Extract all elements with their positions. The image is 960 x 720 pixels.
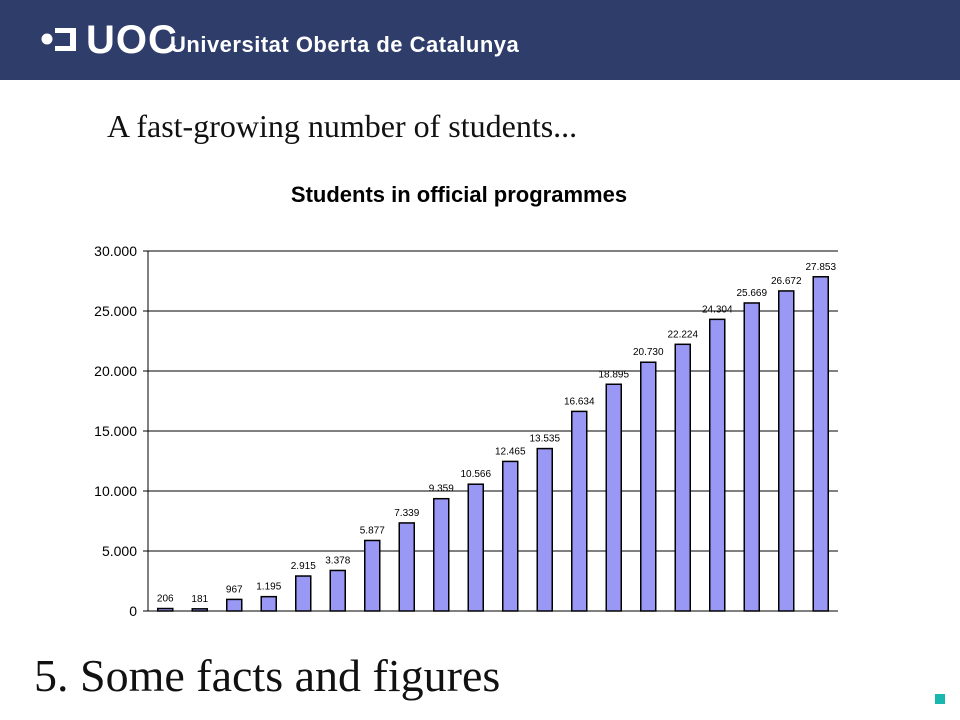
bar	[743, 302, 760, 612]
gridlines	[148, 250, 838, 552]
logo-short-name: UOC	[86, 18, 178, 62]
y-tick-label: 5.000	[102, 543, 137, 559]
y-axis: 0 5.000 10.000 15.000 20.000 25.000 30.000	[94, 243, 148, 619]
bar	[674, 343, 691, 612]
bar-value-label: 967	[226, 584, 243, 595]
bar	[640, 361, 657, 612]
bar	[467, 483, 484, 612]
y-tick-label: 30.000	[94, 243, 137, 259]
bar-value-label: 7.339	[394, 508, 419, 519]
bar	[398, 522, 415, 612]
bar	[226, 598, 243, 612]
bar-value-label: 9.359	[429, 484, 454, 495]
bar	[502, 460, 519, 612]
y-tick-label: 0	[129, 603, 137, 619]
header-bar: UOC Universitat Oberta de Catalunya	[0, 0, 960, 80]
chart-title: Students in official programmes	[291, 182, 627, 207]
uoc-logo-icon	[41, 28, 76, 51]
bar	[812, 276, 829, 612]
bar	[778, 290, 795, 612]
y-tick-label: 25.000	[94, 303, 137, 319]
bar-value-label: 26.672	[771, 276, 802, 287]
bar-value-label: 1.195	[256, 582, 281, 593]
bar-value-label: 5.877	[360, 525, 385, 536]
bar-value-label: 10.566	[460, 469, 491, 480]
bar-value-label: 3.378	[325, 555, 350, 566]
y-tick-label: 20.000	[94, 363, 137, 379]
slide-subtitle: A fast-growing number of students...	[107, 108, 578, 144]
y-tick-label: 10.000	[94, 483, 137, 499]
bar	[260, 595, 277, 612]
bar	[709, 318, 726, 612]
slide-title: 5. Some facts and figures	[34, 650, 501, 701]
bar	[329, 569, 346, 612]
y-tick-label: 15.000	[94, 423, 137, 439]
bar-value-label: 22.224	[667, 329, 698, 340]
bar-value-label: 13.535	[529, 434, 560, 445]
bar-value-label: 27.853	[805, 262, 836, 273]
logo-full-name: Universitat Oberta de Catalunya	[170, 32, 520, 57]
bar-value-label: 25.669	[736, 288, 767, 299]
bar	[295, 575, 312, 612]
bar-chart: Students in official programmes 0 5.000 10…	[94, 182, 838, 619]
bar-value-label: 24.304	[702, 304, 733, 315]
bar-value-label: 12.465	[495, 446, 526, 457]
bar-value-label: 16.634	[564, 396, 595, 407]
bar	[536, 447, 553, 612]
bar-value-label: 181	[191, 594, 208, 605]
bar-value-label: 2.915	[291, 561, 316, 572]
bar-value-label: 20.730	[633, 347, 664, 358]
bar	[364, 539, 381, 612]
bar	[605, 383, 622, 612]
bars	[157, 276, 829, 612]
corner-square-icon	[935, 694, 945, 704]
bar-value-label: 18.895	[598, 369, 629, 380]
bar-value-label: 206	[157, 594, 174, 605]
bar	[433, 497, 450, 612]
bar	[571, 410, 588, 612]
data-labels: 206 181 967 1.195 2.915 3.378 5.877 7.339 9.359 1…	[157, 262, 837, 605]
